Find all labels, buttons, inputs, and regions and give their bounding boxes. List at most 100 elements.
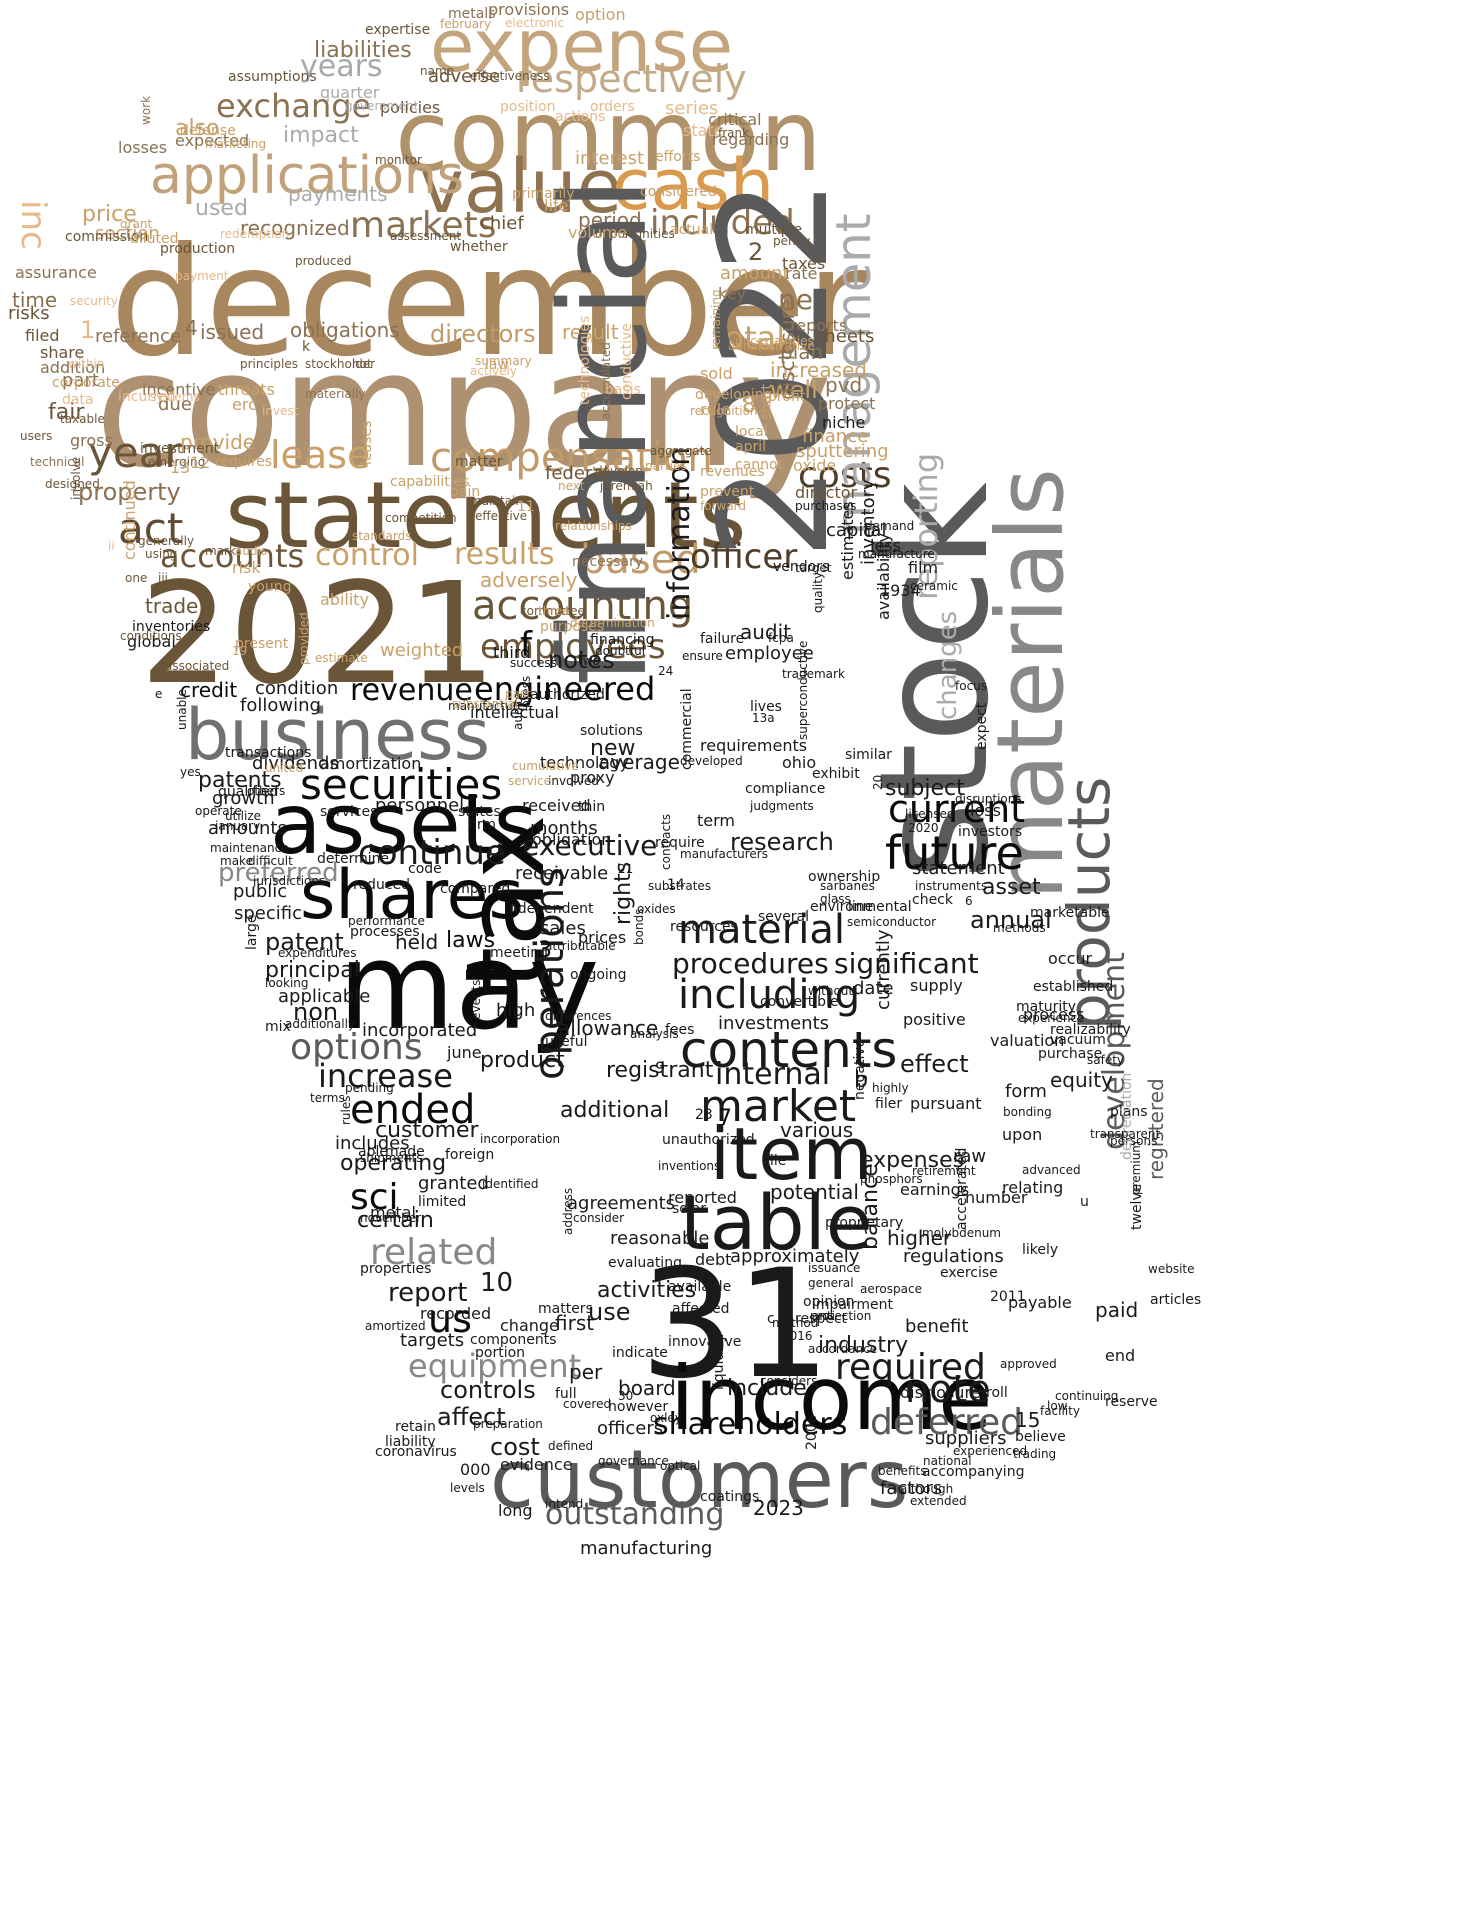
- cloud-word: trading: [1013, 1447, 1057, 1461]
- cloud-word: unauthorized: [662, 1132, 755, 1148]
- cloud-word: emerging: [148, 455, 206, 469]
- cloud-word: technologies: [577, 315, 593, 405]
- cloud-word: expenses: [860, 1148, 965, 1173]
- cloud-word: produced: [295, 254, 352, 268]
- cloud-word: portion: [475, 1345, 526, 1361]
- cloud-word: effectiveness: [470, 69, 550, 83]
- cloud-word: use: [588, 1298, 631, 1326]
- cloud-word: markets: [350, 205, 497, 246]
- cloud-word: actively: [470, 364, 517, 378]
- cloud-word: reports: [790, 316, 848, 335]
- cloud-word: method: [772, 1316, 819, 1330]
- cloud-word: customers: [490, 1433, 909, 1526]
- cloud-word: jeremiah: [600, 479, 653, 493]
- cloud-word: analysis: [630, 1027, 679, 1041]
- cloud-word: disruptions: [955, 792, 1022, 806]
- cloud-word: rate: [785, 264, 818, 283]
- cloud-word: maturity: [1016, 999, 1076, 1015]
- cloud-word: lease: [270, 433, 371, 477]
- cloud-word: mark: [205, 544, 236, 558]
- cloud-word: 13: [170, 458, 191, 477]
- cloud-word: grant: [120, 217, 153, 231]
- cloud-word: expect: [974, 702, 990, 750]
- cloud-word: made: [385, 1144, 425, 1160]
- cloud-word: report: [388, 1278, 468, 1308]
- cloud-word: components: [470, 1332, 557, 1348]
- cloud-word: purposes: [540, 619, 605, 635]
- cloud-word: k: [302, 339, 311, 355]
- cloud-word: employees: [480, 627, 666, 667]
- cloud-word: earnings: [900, 1180, 970, 1199]
- cloud-word: involve: [69, 456, 83, 500]
- cloud-word: suppliers: [925, 1428, 1007, 1449]
- cloud-word: safety: [1087, 1053, 1125, 1067]
- cloud-word: levels: [450, 1481, 485, 1495]
- cloud-word: continue: [358, 833, 506, 873]
- cloud-word: success: [510, 656, 557, 670]
- cloud-word: gross: [70, 431, 113, 450]
- cloud-word: changes: [933, 610, 963, 720]
- cloud-word: item: [710, 1112, 873, 1196]
- cloud-word: global: [127, 632, 176, 651]
- cloud-word: key: [718, 284, 747, 303]
- cloud-word: requirements: [700, 736, 808, 755]
- cloud-word: sci: [350, 1177, 399, 1218]
- cloud-word: property: [78, 478, 181, 506]
- cloud-word: costs: [798, 455, 892, 496]
- cloud-word: operating: [340, 1151, 447, 1176]
- cloud-word: effect: [900, 1050, 969, 1078]
- cloud-word: materially: [305, 387, 366, 401]
- cloud-word: life: [544, 196, 569, 215]
- cloud-word: personnel: [375, 795, 465, 816]
- cloud-word: present: [235, 636, 289, 652]
- cloud-word: attributable: [545, 939, 616, 953]
- cloud-word: coronavirus: [375, 1444, 457, 1460]
- cloud-word: bonds: [632, 908, 646, 945]
- cloud-word: board: [618, 1376, 676, 1400]
- cloud-word: laws: [446, 928, 496, 953]
- cloud-word: future: [885, 826, 1024, 880]
- cloud-word: reasonable: [610, 1228, 710, 1249]
- cloud-word: sheets: [815, 326, 875, 347]
- cloud-word: ownership: [808, 869, 881, 885]
- cloud-word: ii: [108, 539, 115, 553]
- cloud-word: looking: [265, 976, 309, 990]
- cloud-word: maintain: [470, 494, 523, 508]
- cloud-word: results: [454, 537, 555, 572]
- cloud-word: provide: [180, 430, 256, 454]
- cloud-word: compared: [440, 881, 511, 897]
- cloud-word: incurred: [118, 389, 176, 405]
- cloud-word: condition: [255, 678, 339, 699]
- cloud-word: principles: [240, 357, 299, 371]
- cloud-word: united: [265, 761, 304, 775]
- cloud-word: currently: [873, 929, 894, 1010]
- cloud-word: marketable: [1030, 905, 1110, 921]
- cloud-word: exercise: [940, 1265, 998, 1281]
- cloud-word: per: [569, 1360, 603, 1384]
- cloud-word: 19: [232, 644, 248, 658]
- cloud-word: recognition: [690, 404, 758, 418]
- cloud-word: plan: [780, 340, 824, 364]
- cloud-word: equipment: [408, 1347, 582, 1385]
- cloud-word: june: [447, 1043, 482, 1062]
- cloud-word: summary: [475, 354, 532, 368]
- cloud-word: subject: [885, 776, 965, 801]
- cloud-word: developing: [695, 387, 773, 403]
- cloud-word: similar: [845, 747, 892, 763]
- cloud-word: expense: [430, 4, 734, 88]
- cloud-word: properties: [360, 1261, 432, 1277]
- cloud-word: hot: [352, 357, 372, 371]
- cloud-word: certain: [357, 1208, 434, 1233]
- cloud-word: target: [795, 561, 832, 575]
- cloud-word: included: [650, 203, 795, 243]
- cloud-word: valuation: [990, 1031, 1065, 1050]
- cloud-word: part: [62, 370, 99, 391]
- cloud-word: 14: [667, 877, 685, 893]
- cloud-word: mix: [265, 1019, 291, 1035]
- cloud-word: transparent: [1090, 1127, 1161, 1141]
- cloud-word: basis: [605, 382, 641, 398]
- cloud-word: address: [561, 1187, 575, 1235]
- cloud-word: innovative: [668, 1334, 742, 1350]
- cloud-word: technical: [30, 455, 85, 469]
- cloud-word: rules: [339, 1095, 353, 1125]
